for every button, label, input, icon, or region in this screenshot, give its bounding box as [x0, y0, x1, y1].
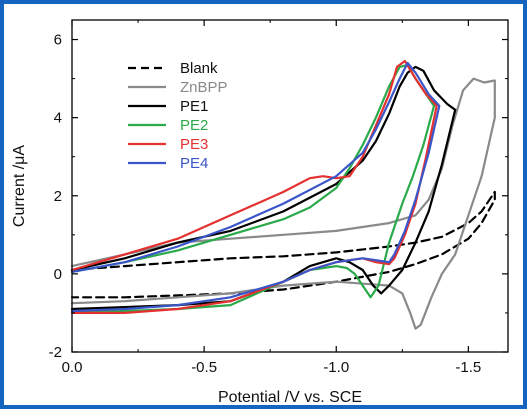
legend-label-znbpp: ZnBPP: [180, 79, 228, 96]
legend-label-pe4: PE4: [180, 155, 208, 172]
series-line-pe2: [70, 63, 436, 314]
y-tick-label: 6: [54, 32, 62, 49]
axis-ticks: 0.0 -0.5 -1.0 -1.5 -2 0 2 4 6: [49, 20, 508, 376]
series-line-znbpp: [70, 77, 496, 330]
plot-area-border: [71, 19, 509, 353]
plot-lines: [70, 59, 496, 330]
y-tick-label: 0: [54, 266, 62, 283]
legend: Blank ZnBPP PE1 PE2 PE3 PE4: [128, 60, 228, 172]
legend-label-pe3: PE3: [180, 136, 208, 153]
y-tick-label: 2: [54, 188, 62, 205]
x-axis-label: Potential /V vs. SCE: [218, 389, 362, 406]
x-tick-label: -1.5: [455, 359, 481, 376]
y-tick-label: 4: [54, 110, 62, 127]
y-tick-label: -2: [49, 344, 62, 361]
legend-label-pe1: PE1: [180, 98, 208, 115]
legend-label-blank: Blank: [180, 60, 218, 77]
x-tick-label: -1.0: [323, 359, 349, 376]
series-line-pe1: [70, 65, 457, 311]
legend-label-pe2: PE2: [180, 117, 208, 134]
x-tick-label: 0.0: [62, 359, 83, 376]
series-line-blank: [70, 190, 496, 299]
x-tick-label: -0.5: [191, 359, 217, 376]
y-axis-label: Current /μA: [11, 145, 28, 227]
series-line-pe4: [70, 61, 441, 313]
